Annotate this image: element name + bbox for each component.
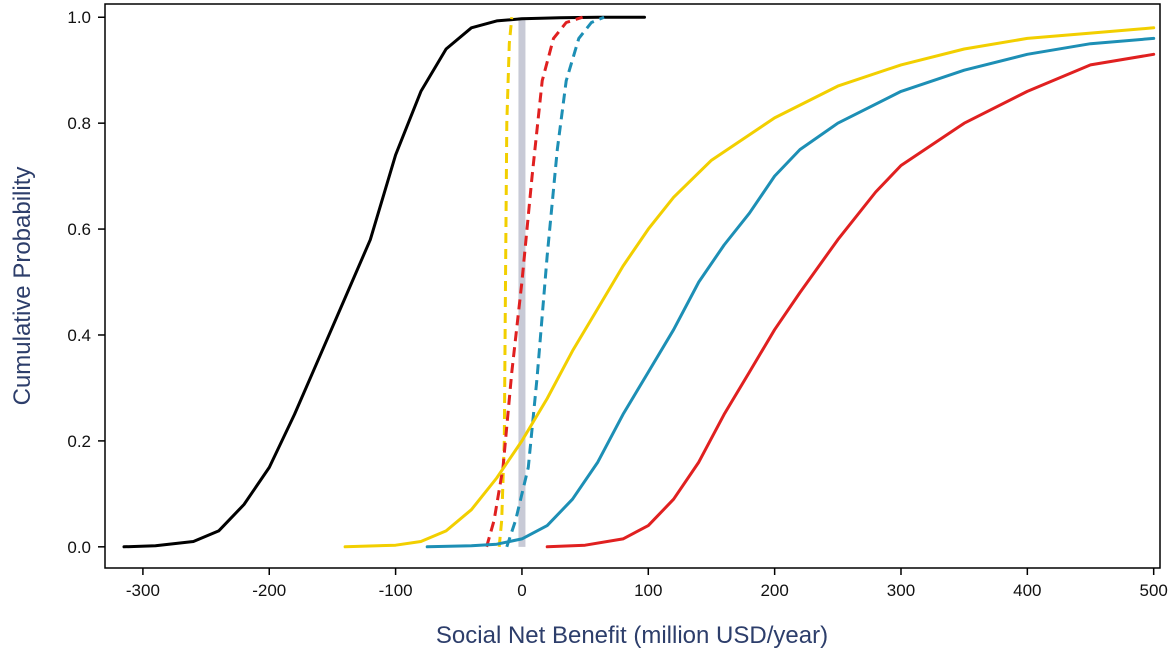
dashed-series-line-3 [505,15,605,548]
y-tick-label: 0.6 [67,220,91,239]
x-tick-label: 0 [517,581,526,600]
x-tick-label: -200 [252,581,286,600]
y-tick-label: 0.2 [67,432,91,451]
x-axis-title: Social Net Benefit (million USD/year) [436,622,828,649]
x-tick-label: 400 [1013,581,1041,600]
solid-series-line-6 [545,52,1156,549]
x-tick-label: -300 [126,581,160,600]
solid-series-line-0 [122,15,646,549]
y-axis: 0.0 0.2 0.4 0.6 0.8 1.0 [67,8,105,557]
solid-series-line-5 [425,36,1156,549]
x-axis: -300 -200 -100 0 100 200 300 400 500 [126,568,1168,600]
y-axis-title: Cumulative Probability [9,167,36,406]
y-tick-label: 1.0 [67,8,91,27]
dashed-series-line-1 [497,17,514,547]
dashed-series-line-2 [485,15,584,548]
x-tick-label: 500 [1139,581,1167,600]
x-tick-label: 300 [887,581,915,600]
y-tick-label: 0.4 [67,326,91,345]
x-tick-label: 200 [760,581,788,600]
series-layer [122,15,1156,549]
solid-series-line-4 [343,26,1156,549]
y-tick-label: 0.8 [67,114,91,133]
x-tick-label: 100 [634,581,662,600]
x-tick-label: -100 [379,581,413,600]
plot-area-frame [104,3,1161,569]
y-tick-label: 0.0 [67,538,91,557]
